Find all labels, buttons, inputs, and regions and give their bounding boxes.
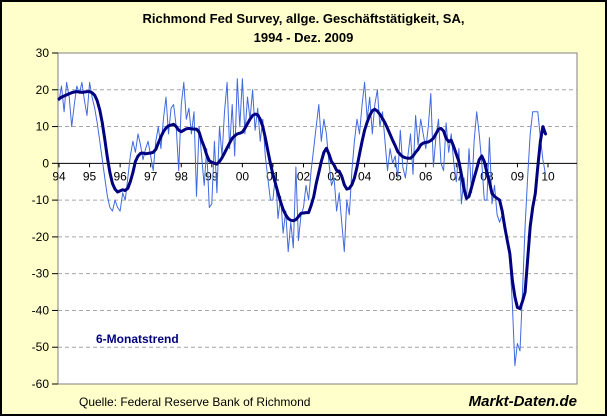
y-tick-label--50: -50 xyxy=(32,340,50,354)
y-tick-label-0: 0 xyxy=(42,156,49,170)
source-note: Quelle: Federal Reserve Bank of Richmond xyxy=(79,395,311,409)
x-tick-label-98: 98 xyxy=(175,169,189,183)
chart-title-line2: 1994 - Dez. 2009 xyxy=(253,30,354,45)
x-tick-label-96: 96 xyxy=(113,169,127,183)
y-tick-label--10: -10 xyxy=(32,193,50,207)
x-tick-label-02: 02 xyxy=(297,169,311,183)
trend-series-line xyxy=(57,90,547,311)
x-tick-label-06: 06 xyxy=(419,169,433,183)
y-tick-label--40: -40 xyxy=(32,303,50,317)
x-tick-label-10: 10 xyxy=(541,169,555,183)
y-tick-label-20: 20 xyxy=(36,83,50,97)
brand-logo: Markt-Daten.de xyxy=(468,393,577,410)
y-tick-label--30: -30 xyxy=(32,267,50,281)
monthly-series-line xyxy=(58,78,546,367)
x-tick-label-95: 95 xyxy=(83,169,97,183)
y-tick-label--60: -60 xyxy=(32,377,50,391)
y-tick-label-10: 10 xyxy=(36,120,50,134)
x-tick-label-05: 05 xyxy=(389,169,403,183)
x-tick-label-09: 09 xyxy=(511,169,525,183)
chart-title: Richmond Fed Survey, allge. Geschäftstät… xyxy=(2,9,605,47)
trend-annotation-label: 6-Monatstrend xyxy=(96,332,179,346)
x-tick-label-97: 97 xyxy=(144,169,158,183)
x-tick-label-04: 04 xyxy=(358,169,372,183)
y-tick-label--20: -20 xyxy=(32,230,50,244)
chart-title-line1: Richmond Fed Survey, allge. Geschäftstät… xyxy=(142,11,465,26)
y-tick-label-30: 30 xyxy=(36,46,50,60)
plot-area xyxy=(57,52,578,385)
x-tick-label-94: 94 xyxy=(52,169,66,183)
x-tick-label-00: 00 xyxy=(236,169,250,183)
